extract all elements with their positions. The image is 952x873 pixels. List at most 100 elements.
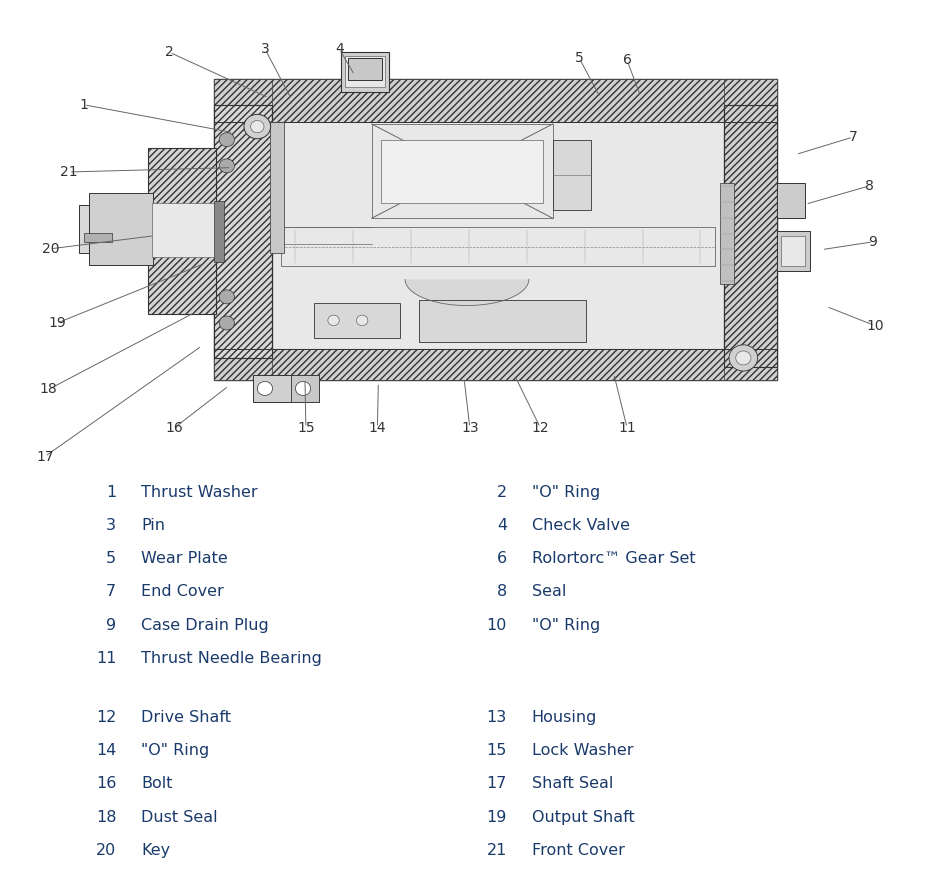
Text: Key: Key: [141, 842, 170, 858]
Text: 7: 7: [106, 584, 116, 600]
Text: 10: 10: [486, 617, 506, 633]
Text: 3: 3: [260, 42, 269, 56]
Text: 8: 8: [496, 584, 506, 600]
Text: 11: 11: [95, 650, 116, 666]
Circle shape: [257, 382, 272, 395]
Text: 16: 16: [166, 421, 183, 435]
Text: 11: 11: [618, 421, 635, 435]
Text: End Cover: End Cover: [141, 584, 224, 600]
Circle shape: [356, 315, 367, 326]
Bar: [724, 79, 776, 380]
Bar: [84, 233, 112, 242]
Text: Pin: Pin: [141, 518, 165, 533]
Text: 4: 4: [334, 42, 344, 56]
Bar: [314, 303, 400, 338]
Text: Shaft Seal: Shaft Seal: [531, 776, 612, 792]
Text: Front Cover: Front Cover: [531, 842, 624, 858]
Text: 18: 18: [40, 382, 57, 396]
Circle shape: [219, 316, 234, 330]
Bar: [552, 140, 590, 210]
Text: Seal: Seal: [531, 584, 565, 600]
Circle shape: [219, 159, 234, 173]
Bar: [252, 375, 319, 402]
Bar: [724, 105, 776, 367]
Circle shape: [219, 290, 234, 304]
Text: Housing: Housing: [531, 710, 597, 725]
Bar: [214, 349, 776, 380]
Bar: [281, 227, 714, 266]
Text: 4: 4: [496, 518, 506, 533]
Bar: [79, 205, 150, 253]
Text: Lock Washer: Lock Washer: [531, 743, 633, 759]
Text: Check Valve: Check Valve: [531, 518, 629, 533]
Bar: [89, 193, 153, 265]
Text: 21: 21: [486, 842, 506, 858]
Text: 13: 13: [461, 421, 478, 435]
Bar: [152, 203, 217, 257]
Circle shape: [735, 351, 750, 365]
Text: 14: 14: [96, 743, 116, 759]
Text: 15: 15: [486, 743, 506, 759]
Circle shape: [244, 114, 270, 139]
Text: 21: 21: [60, 165, 77, 179]
Bar: [781, 236, 804, 266]
Circle shape: [219, 133, 234, 147]
Text: 15: 15: [297, 421, 314, 435]
Text: 19: 19: [49, 316, 66, 330]
Text: 13: 13: [486, 710, 506, 725]
Text: 9: 9: [867, 235, 877, 249]
Bar: [347, 58, 382, 80]
Text: 10: 10: [865, 319, 883, 333]
Bar: [345, 56, 385, 87]
Text: Thrust Needle Bearing: Thrust Needle Bearing: [141, 650, 322, 666]
Text: 8: 8: [863, 179, 873, 193]
Text: 9: 9: [106, 617, 116, 633]
Text: 17: 17: [36, 450, 53, 464]
Bar: [419, 300, 585, 342]
Text: Output Shaft: Output Shaft: [531, 809, 634, 825]
Bar: [719, 183, 733, 284]
Text: 20: 20: [42, 242, 59, 256]
Text: "O" Ring: "O" Ring: [141, 743, 209, 759]
Text: "O" Ring: "O" Ring: [531, 617, 600, 633]
Text: Dust Seal: Dust Seal: [141, 809, 217, 825]
Bar: [214, 105, 271, 358]
Text: 3: 3: [107, 518, 116, 533]
Bar: [48, 26, 904, 436]
Text: Bolt: Bolt: [141, 776, 172, 792]
Text: 6: 6: [496, 551, 506, 567]
Text: Drive Shaft: Drive Shaft: [141, 710, 230, 725]
Circle shape: [327, 315, 339, 326]
Bar: [271, 107, 724, 349]
Text: 12: 12: [96, 710, 116, 725]
Bar: [341, 52, 388, 92]
Text: 16: 16: [96, 776, 116, 792]
Text: 1: 1: [79, 98, 89, 112]
Text: 12: 12: [531, 421, 548, 435]
Bar: [381, 140, 543, 203]
Text: 20: 20: [96, 842, 116, 858]
Circle shape: [295, 382, 310, 395]
Text: 6: 6: [622, 53, 631, 67]
Bar: [269, 122, 284, 253]
Text: 17: 17: [486, 776, 506, 792]
Bar: [214, 79, 776, 380]
Bar: [148, 148, 216, 314]
Circle shape: [250, 120, 264, 133]
Bar: [371, 124, 552, 218]
Text: Rolortorc™ Gear Set: Rolortorc™ Gear Set: [531, 551, 695, 567]
Bar: [290, 375, 319, 402]
Text: Thrust Washer: Thrust Washer: [141, 485, 257, 500]
Bar: [776, 231, 809, 271]
Text: 5: 5: [106, 551, 116, 567]
Text: 2: 2: [496, 485, 506, 500]
Text: "O" Ring: "O" Ring: [531, 485, 600, 500]
Text: 5: 5: [574, 52, 584, 65]
Text: 2: 2: [165, 45, 174, 59]
Text: 19: 19: [486, 809, 506, 825]
Bar: [214, 79, 271, 380]
Bar: [776, 183, 804, 218]
Text: 14: 14: [368, 421, 386, 435]
Circle shape: [728, 345, 757, 371]
Bar: [214, 79, 776, 122]
